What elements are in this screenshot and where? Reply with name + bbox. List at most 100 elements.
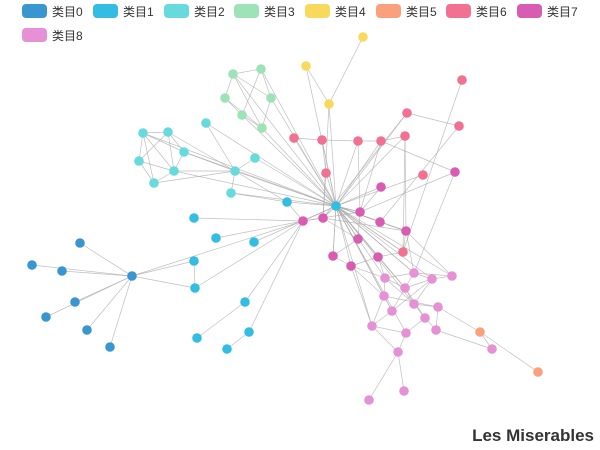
graph-node[interactable] (373, 252, 383, 262)
graph-link (321, 139, 359, 142)
graph-link (167, 131, 236, 172)
graph-node[interactable] (230, 166, 240, 176)
graph-node[interactable] (189, 256, 199, 266)
graph-node[interactable] (192, 333, 202, 343)
legend-item-4[interactable]: 类目4 (305, 3, 366, 19)
graph-node[interactable] (41, 312, 51, 322)
graph-node[interactable] (457, 75, 467, 85)
graph-node[interactable] (138, 128, 148, 138)
graph-node[interactable] (364, 395, 374, 405)
graph-node[interactable] (249, 237, 259, 247)
graph-node[interactable] (149, 178, 159, 188)
graph-node[interactable] (70, 297, 80, 307)
graph-node[interactable] (127, 271, 137, 281)
graph-link (437, 306, 481, 333)
graph-node[interactable] (533, 367, 543, 377)
graph-node[interactable] (82, 325, 92, 335)
legend-item-3[interactable]: 类目3 (234, 3, 295, 19)
graph-node[interactable] (244, 327, 254, 337)
legend-item-0[interactable]: 类目0 (22, 3, 83, 19)
graph-node[interactable] (353, 136, 363, 146)
graph-node[interactable] (409, 268, 419, 278)
graph-link (391, 278, 433, 312)
legend-item-7[interactable]: 类目7 (517, 3, 578, 19)
graph-node[interactable] (367, 321, 377, 331)
graph-node[interactable] (250, 153, 260, 163)
graph-node[interactable] (375, 217, 385, 227)
graph-node[interactable] (331, 201, 341, 211)
graph-node[interactable] (475, 327, 485, 337)
graph-node[interactable] (57, 266, 67, 276)
graph-node[interactable] (346, 261, 356, 271)
graph-node[interactable] (400, 131, 410, 141)
graph-node[interactable] (298, 216, 308, 226)
graph-node[interactable] (387, 306, 397, 316)
graph-node[interactable] (379, 291, 389, 301)
graph-node[interactable] (289, 133, 299, 143)
graph-node[interactable] (355, 207, 365, 217)
graph-node[interactable] (257, 123, 267, 133)
graph-node[interactable] (256, 64, 266, 74)
graph-node[interactable] (409, 299, 419, 309)
graph-node[interactable] (282, 197, 292, 207)
graph-node[interactable] (318, 213, 328, 223)
graph-node[interactable] (201, 118, 211, 128)
chart-legend: 类目0 类目1 类目2 类目3 类目4 类目5 类目6 类目7 类目8 (0, 0, 600, 48)
graph-node[interactable] (211, 233, 221, 243)
graph-node[interactable] (401, 328, 411, 338)
graph-node[interactable] (450, 167, 460, 177)
graph-node[interactable] (222, 344, 232, 354)
graph-node[interactable] (358, 32, 368, 42)
graph-node[interactable] (376, 182, 386, 192)
graph-node[interactable] (380, 273, 390, 283)
graph-link (325, 172, 337, 207)
graph-node[interactable] (226, 188, 236, 198)
graph-node[interactable] (190, 283, 200, 293)
graph-node[interactable] (189, 213, 199, 223)
graph-node[interactable] (324, 99, 334, 109)
graph-node[interactable] (427, 274, 437, 284)
graph-node[interactable] (433, 302, 443, 312)
graph-link (109, 275, 133, 348)
graph-link (31, 264, 133, 277)
graph-node[interactable] (105, 342, 115, 352)
graph-node[interactable] (134, 156, 144, 166)
graph-node[interactable] (240, 297, 250, 307)
graph-link (321, 139, 327, 174)
legend-item-5[interactable]: 类目5 (376, 3, 437, 19)
graph-node[interactable] (400, 283, 410, 293)
legend-item-8[interactable]: 类目8 (22, 27, 83, 43)
legend-swatch (234, 4, 259, 18)
graph-node[interactable] (27, 260, 37, 270)
graph-node[interactable] (163, 127, 173, 137)
graph-node[interactable] (402, 108, 412, 118)
legend-item-1[interactable]: 类目1 (93, 3, 154, 19)
graph-node[interactable] (454, 121, 464, 131)
graph-node[interactable] (321, 168, 331, 178)
graph-node[interactable] (353, 234, 363, 244)
graph-node[interactable] (301, 61, 311, 71)
graph-node[interactable] (401, 226, 411, 236)
graph-nodes (27, 32, 543, 405)
graph-node[interactable] (169, 166, 179, 176)
graph-node[interactable] (431, 325, 441, 335)
legend-item-2[interactable]: 类目2 (164, 3, 225, 19)
graph-node[interactable] (228, 69, 238, 79)
graph-node[interactable] (393, 347, 403, 357)
graph-node[interactable] (420, 313, 430, 323)
graph-node[interactable] (398, 247, 408, 257)
graph-node[interactable] (447, 271, 457, 281)
graph-node[interactable] (220, 93, 230, 103)
legend-item-6[interactable]: 类目6 (446, 3, 507, 19)
graph-node[interactable] (376, 136, 386, 146)
legend-swatch (376, 4, 401, 18)
graph-node[interactable] (237, 110, 247, 120)
graph-node[interactable] (179, 147, 189, 157)
graph-node[interactable] (266, 93, 276, 103)
graph-node[interactable] (75, 238, 85, 248)
graph-node[interactable] (487, 344, 497, 354)
graph-node[interactable] (399, 386, 409, 396)
graph-node[interactable] (328, 251, 338, 261)
graph-node[interactable] (317, 135, 327, 145)
graph-node[interactable] (418, 170, 428, 180)
